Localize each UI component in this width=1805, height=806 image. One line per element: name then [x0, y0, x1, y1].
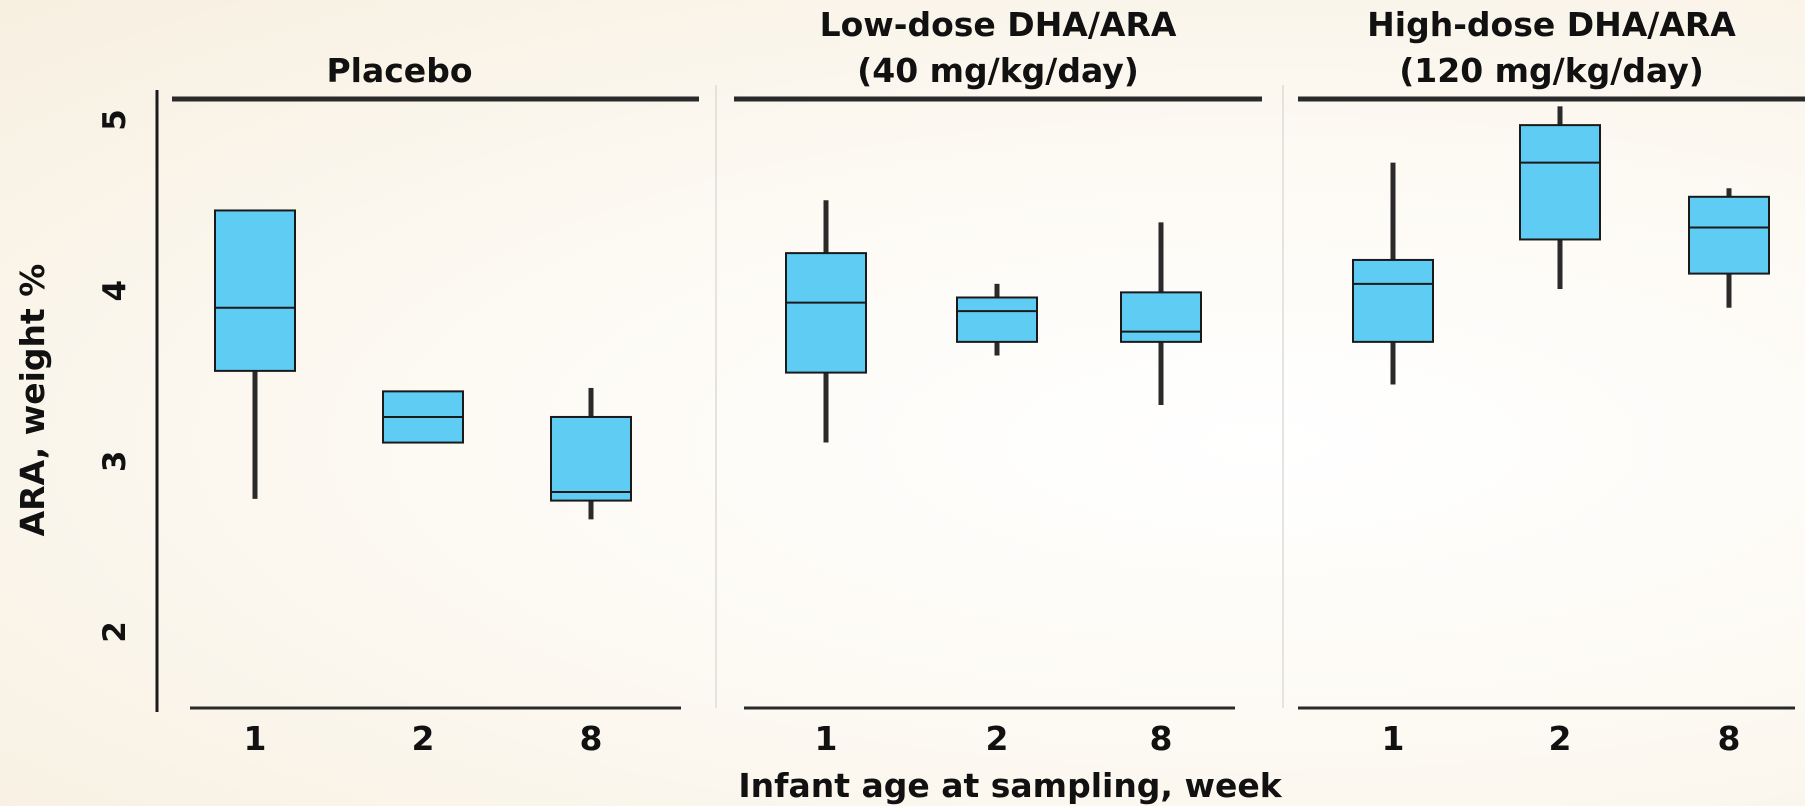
- x-tick-label: 8: [1718, 719, 1741, 758]
- panel-2: Low-dose DHA/ARA (40 mg/kg/day) 1 2 8: [734, 5, 1262, 758]
- panel-1: Placebo 1 2 8: [172, 51, 699, 758]
- y-tick-label: 5: [97, 109, 133, 131]
- x-tick-label: 2: [986, 719, 1009, 758]
- x-axis-label: Infant age at sampling, week: [738, 766, 1282, 805]
- y-tick-label: 3: [97, 451, 133, 473]
- y-axis-label: ARA, weight %: [13, 264, 52, 537]
- x-tick-label: 2: [1549, 719, 1572, 758]
- panel-title: Low-dose DHA/ARA: [820, 5, 1177, 44]
- panel-title: Placebo: [326, 51, 472, 90]
- box-iqr: [1352, 258, 1434, 343]
- box-iqr: [1120, 291, 1202, 343]
- panel-title: High-dose DHA/ARA: [1367, 5, 1736, 44]
- x-tick-label: 1: [244, 719, 267, 758]
- box-iqr: [1688, 195, 1770, 275]
- box-iqr: [785, 252, 867, 374]
- box-iqr: [550, 415, 632, 502]
- panel-subtitle: (40 mg/kg/day): [857, 51, 1139, 90]
- y-tick-label: 4: [97, 280, 133, 302]
- x-tick-label: 1: [815, 719, 838, 758]
- panel-subtitle: (120 mg/kg/day): [1399, 51, 1704, 90]
- x-tick-label: 8: [580, 719, 603, 758]
- box-iqr: [1519, 124, 1601, 241]
- y-tick-label: 2: [97, 621, 133, 643]
- box-iqr: [956, 296, 1038, 343]
- x-tick-label: 2: [412, 719, 435, 758]
- x-tick-label: 1: [1382, 719, 1405, 758]
- x-tick-label: 8: [1150, 719, 1173, 758]
- box-iqr: [214, 209, 296, 372]
- panel-3: High-dose DHA/ARA (120 mg/kg/day) 1 2 8: [1298, 5, 1805, 758]
